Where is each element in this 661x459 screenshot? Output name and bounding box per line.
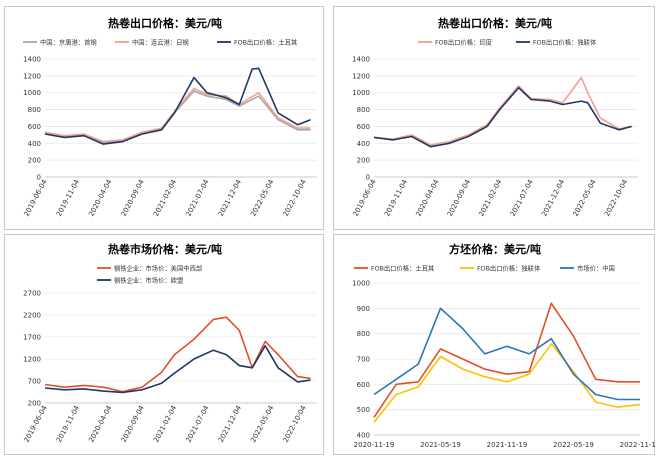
chart-svg-hrc-export-2: 热卷出口价格：美元/吨 0 200 400 600 800 1000 1200 1400 201… xyxy=(352,16,638,218)
series-line-0 xyxy=(373,76,632,146)
x-tick-label: 2021-07-04 xyxy=(185,404,211,444)
x-tick-label: 2021-12-04 xyxy=(217,404,243,444)
x-tick-label: 2021-02-04 xyxy=(152,404,178,444)
x-tick-label: 2021-02-04 xyxy=(152,178,178,218)
x-tick-label: 2022-10-04 xyxy=(282,404,308,444)
y-tick-label: 1400 xyxy=(23,56,41,64)
x-tick-label: 2022-10-04 xyxy=(603,178,629,218)
x-tick-label: 2019-11-04 xyxy=(383,178,409,218)
x-tick-label: 2019-11-04 xyxy=(55,178,81,218)
series-line-2 xyxy=(373,307,640,401)
y-tick-label: 800 xyxy=(357,330,370,338)
y-tick-label: 1200 xyxy=(23,356,41,364)
legend-label: 中国：连云港：日钢 xyxy=(132,37,189,46)
series-line-1 xyxy=(44,345,311,394)
chart-panel-hrc-export-2: 热卷出口价格：美元/吨 0 200 400 600 800 1000 1200 1400 201… xyxy=(333,6,655,230)
series-line-1 xyxy=(44,87,311,143)
x-tick-label: 2019-11-04 xyxy=(55,404,81,444)
x-tick-label: 2020-09-04 xyxy=(120,178,146,218)
series-line-1 xyxy=(373,86,632,148)
legend-label: 中国：京唐港：首钢 xyxy=(40,37,97,46)
x-tick-label: 2019-06-04 xyxy=(23,178,49,218)
x-tick-label: 2021-12-04 xyxy=(217,178,243,218)
x-tick-label: 2019-06-04 xyxy=(23,404,49,444)
chart-title: 热卷市场价格：美元/吨 xyxy=(108,242,222,256)
y-tick-label: 2200 xyxy=(23,312,41,320)
legend-label: FOB出口价格：土耳其 xyxy=(234,37,297,46)
y-tick-label: 1000 xyxy=(352,280,370,288)
y-tick-label: 1400 xyxy=(352,56,370,64)
series-line-1 xyxy=(373,343,641,423)
chart-title: 方坯价格：美元/吨 xyxy=(449,242,541,256)
legend-label: FOB出口价格：独联体 xyxy=(477,263,541,272)
legend-label: 市场价：中国 xyxy=(577,263,615,272)
chart-panel-hrc-market: 热卷市场价格：美元/吨 200 700 1200 1700 2200 2700 2019-0… xyxy=(4,234,324,455)
chart-title: 热卷出口价格：美元/吨 xyxy=(438,16,552,30)
chart-svg-hrc-market: 热卷市场价格：美元/吨 200 700 1200 1700 2200 2700 2019-0… xyxy=(23,242,317,444)
x-tick-label: 2022-11-19 xyxy=(620,441,656,449)
legend-label: 钢铁企业：市场价：欧盟 xyxy=(114,275,184,284)
y-tick-label: 2700 xyxy=(23,290,41,298)
x-tick-label: 2022-05-04 xyxy=(572,178,598,218)
x-tick-label: 2022-05-19 xyxy=(553,441,594,449)
y-tick-label: 1000 xyxy=(23,89,41,97)
y-tick-label: 1200 xyxy=(352,72,370,80)
x-tick-label: 2022-10-04 xyxy=(282,178,308,218)
x-tick-label: 2020-04-04 xyxy=(87,404,113,444)
y-tick-label: 1700 xyxy=(23,334,41,342)
chart-panel-hrc-export-1: 热卷出口价格：美元/吨 0 200 400 600 800 1000 1200 1400 201… xyxy=(4,6,324,230)
y-tick-label: 700 xyxy=(28,378,41,386)
x-tick-label: 2019-06-04 xyxy=(352,178,378,218)
legend-label: FOB出口价格：独联体 xyxy=(533,37,597,46)
chart-svg-billet: 方坯价格：美元/吨 400 500 600 700 800 900 1000 2020-11-… xyxy=(352,242,656,449)
y-tick-label: 0 xyxy=(37,174,41,182)
y-tick-label: 800 xyxy=(28,106,41,114)
series-line-2 xyxy=(44,67,311,145)
y-tick-label: 400 xyxy=(28,140,41,148)
y-tick-label: 400 xyxy=(357,432,370,440)
x-tick-label: 2020-04-04 xyxy=(87,178,113,218)
y-tick-label: 600 xyxy=(28,123,41,131)
y-tick-label: 1000 xyxy=(352,89,370,97)
y-tick-label: 400 xyxy=(357,140,370,148)
legend-label: 钢铁企业：市场价：美国中西部 xyxy=(114,263,202,272)
x-tick-label: 2022-05-04 xyxy=(249,178,275,218)
x-tick-label: 2020-04-04 xyxy=(414,178,440,218)
chart-title: 热卷出口价格：美元/吨 xyxy=(108,16,222,30)
series-line-0 xyxy=(373,302,640,418)
y-tick-label: 900 xyxy=(357,305,370,313)
x-tick-label: 2021-12-04 xyxy=(540,178,566,218)
y-tick-label: 600 xyxy=(357,381,370,389)
x-tick-label: 2020-09-04 xyxy=(120,404,146,444)
legend-label: FOB出口价格：印度 xyxy=(435,37,493,46)
y-tick-label: 700 xyxy=(357,356,370,364)
x-tick-label: 2021-02-04 xyxy=(477,178,503,218)
y-tick-label: 800 xyxy=(357,106,370,114)
y-tick-label: 600 xyxy=(357,123,370,131)
y-tick-label: 500 xyxy=(357,406,370,414)
y-tick-label: 200 xyxy=(28,400,41,408)
x-tick-label: 2022-05-04 xyxy=(249,404,275,444)
x-tick-label: 2021-05-19 xyxy=(420,441,461,449)
series-line-0 xyxy=(44,316,311,393)
legend-label: FOB出口价格：土耳其 xyxy=(371,263,434,272)
chart-svg-hrc-export-1: 热卷出口价格：美元/吨 0 200 400 600 800 1000 1200 1400 201… xyxy=(23,16,317,218)
x-tick-label: 2020-09-04 xyxy=(446,178,472,218)
y-tick-label: 1200 xyxy=(23,72,41,80)
x-tick-label: 2020-11-19 xyxy=(354,441,395,449)
y-tick-label: 0 xyxy=(366,174,370,182)
x-tick-label: 2021-07-04 xyxy=(509,178,535,218)
x-tick-label: 2021-07-04 xyxy=(185,178,211,218)
y-tick-label: 200 xyxy=(357,157,370,165)
x-tick-label: 2021-11-19 xyxy=(487,441,528,449)
y-tick-label: 200 xyxy=(28,157,41,165)
chart-panel-billet: 方坯价格：美元/吨 400 500 600 700 800 900 1000 2020-11-… xyxy=(333,234,656,455)
